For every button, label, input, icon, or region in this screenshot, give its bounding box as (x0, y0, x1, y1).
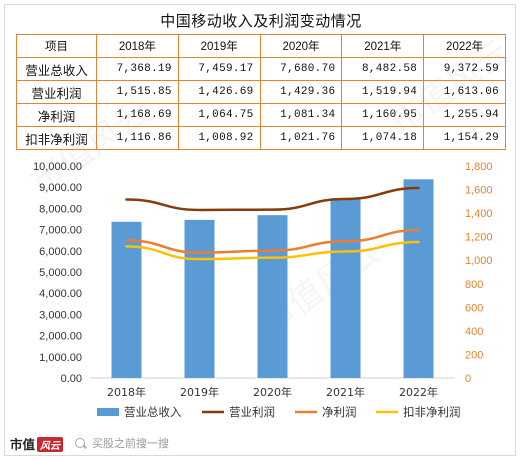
table-cell: 1,519.94 (341, 80, 425, 104)
y-right-tick-label: 400 (465, 326, 483, 338)
table-header-cell: 2021年 (341, 34, 425, 58)
row-label: 营业总收入 (16, 57, 97, 81)
legend-label: 营业利润 (229, 405, 275, 419)
x-tick-label: 2022年 (399, 385, 438, 399)
y-right-tick-label: 1,600 (465, 185, 493, 197)
row-label: 营业利润 (16, 80, 97, 104)
x-tick-label: 2020年 (253, 385, 292, 399)
y-right-tick-label: 1,800 (465, 161, 493, 173)
y-left-tick-label: 10,000.00 (33, 161, 82, 173)
y-right-tick-label: 1,200 (465, 232, 493, 244)
table-cell: 1,613.06 (423, 80, 506, 104)
table-cell: 8,482.58 (341, 57, 425, 81)
y-left-tick-label: 4,000.00 (39, 288, 82, 300)
table-cell: 1,116.86 (96, 126, 179, 150)
y-right-tick-label: 600 (465, 302, 483, 314)
series-line (125, 186, 420, 212)
table-row: 营业利润 1,515.85 1,426.69 1,429.36 1,519.94… (16, 80, 506, 104)
y-left-tick-label: 8,000.00 (39, 203, 82, 215)
table-cell: 9,372.59 (423, 57, 506, 81)
y-left-tick-label: 0.00 (61, 373, 82, 385)
page-title: 中国移动收入及利润变动情况 (160, 13, 362, 30)
series-line (125, 240, 420, 261)
table-header-cell: 2018年 (96, 34, 179, 58)
table-row: 扣非净利润 1,116.86 1,008.92 1,021.76 1,074.1… (16, 126, 506, 150)
table-cell: 1,168.69 (96, 103, 179, 127)
table-cell: 7,680.70 (259, 57, 343, 81)
row-label: 扣非净利润 (16, 126, 97, 150)
x-tick-label: 2018年 (107, 385, 146, 399)
table-header-cell: 项目 (16, 34, 97, 58)
legend-label: 净利润 (322, 405, 357, 419)
x-tick-label: 2021年 (326, 385, 365, 399)
table-cell: 1,160.95 (341, 103, 425, 127)
chart-frame (4, 4, 516, 456)
table-cell: 1,154.29 (423, 126, 506, 150)
table-row: 净利润 1,168.69 1,064.75 1,081.34 1,160.95 … (16, 103, 506, 127)
legend-swatch (97, 408, 119, 416)
bar (330, 198, 361, 378)
combo-chart: 0.00 1,000.00 2,000.00 3,000.00 4,000.00 5,00… (33, 161, 493, 419)
y-right-tick-label: 200 (465, 349, 483, 361)
brand-logo: 市值 风云 (10, 434, 64, 453)
bar (403, 179, 434, 378)
y-left-tick-label: 1,000.00 (39, 352, 82, 364)
table-cell: 1,429.36 (259, 80, 343, 104)
legend-label: 扣非净利润 (403, 405, 461, 419)
y-left-tick-label: 9,000.00 (39, 182, 82, 194)
y-right-tick-label: 800 (465, 279, 483, 291)
y-left-tick-label: 2,000.00 (39, 331, 82, 343)
table-cell: 1,008.92 (177, 126, 261, 150)
x-tick-label: 2019年 (180, 385, 219, 399)
table-cell: 7,459.17 (177, 57, 261, 81)
y-left-tick-label: 7,000.00 (39, 225, 82, 237)
brand-name: 市值 (10, 437, 36, 452)
legend-label: 营业总收入 (124, 405, 182, 419)
table-cell: 1,021.76 (259, 126, 343, 150)
search-slogan: 买股之前搜一搜 (92, 437, 169, 450)
y-left-tick-label: 3,000.00 (39, 309, 82, 321)
table-header-cell: 2022年 (423, 34, 506, 58)
footer: 市值 风云 买股之前搜一搜 (0, 431, 522, 457)
search-icon (75, 438, 85, 448)
y-right-tick-label: 1,400 (465, 208, 493, 220)
bar (184, 219, 215, 378)
series-line (125, 228, 420, 254)
data-table: 项目 2018年 2019年 2020年 2021年 2022年 营业总收入 7… (16, 34, 506, 150)
bar (257, 215, 288, 378)
y-left-tick-label: 5,000.00 (39, 267, 82, 279)
table-row: 营业总收入 7,368.19 7,459.17 7,680.70 8,482.5… (16, 57, 506, 81)
table-cell: 1,081.34 (259, 103, 343, 127)
y-right-tick-label: 1,000 (465, 255, 493, 267)
table-cell: 1,074.18 (341, 126, 425, 150)
table-header-row: 项目 2018年 2019年 2020年 2021年 2022年 (16, 34, 506, 58)
y-left-tick-label: 6,000.00 (39, 246, 82, 258)
y-right-tick-label: 0 (465, 373, 471, 385)
table-header-cell: 2019年 (177, 34, 261, 58)
brand-badge: 风云 (37, 437, 64, 452)
